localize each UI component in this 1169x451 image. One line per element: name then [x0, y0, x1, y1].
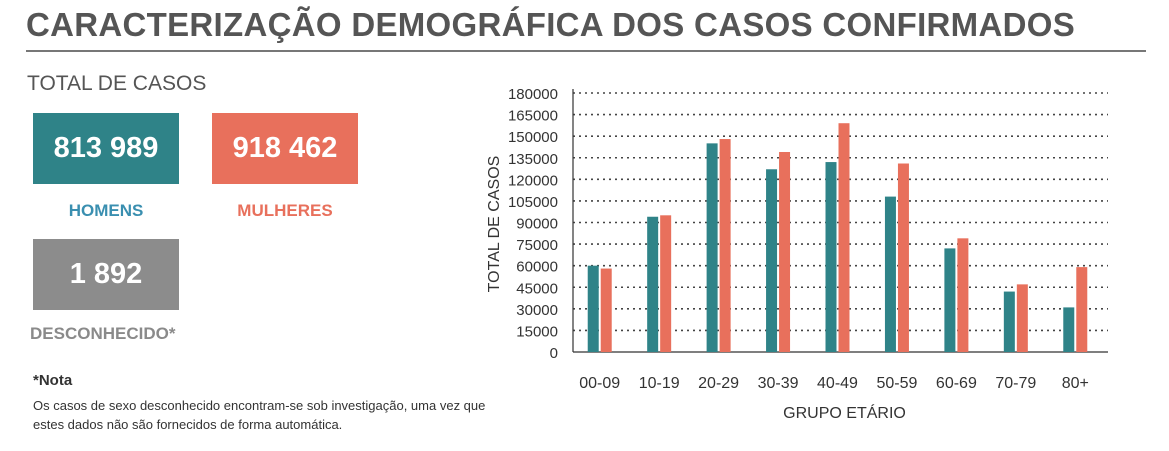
y-tick-label: 105000	[508, 194, 558, 211]
bar	[706, 143, 718, 352]
men-total-box: 813 989	[33, 113, 179, 184]
y-tick-label: 135000	[508, 151, 558, 168]
page-title: CARACTERIZAÇÃO DEMOGRÁFICA DOS CASOS CON…	[26, 6, 1076, 43]
women-total-box: 918 462	[212, 113, 358, 184]
x-tick-label: 60-69	[936, 375, 977, 392]
x-tick-label: 40-49	[817, 375, 858, 392]
note-title: *Nota	[33, 372, 73, 389]
y-tick-label: 60000	[516, 259, 558, 276]
bar	[1076, 267, 1088, 352]
y-tick-label: 150000	[508, 129, 558, 146]
note-text: Os casos de sexo desconhecido encontram-…	[33, 398, 486, 432]
men-total-value: 813 989	[53, 132, 159, 164]
bar	[587, 265, 599, 352]
bar	[1063, 307, 1075, 352]
y-tick-label: 15000	[516, 323, 558, 340]
y-tick-label: 75000	[516, 237, 558, 254]
bar	[600, 268, 612, 352]
y-tick-label: 165000	[508, 108, 558, 125]
women-total-value: 918 462	[232, 132, 338, 164]
bar	[719, 139, 731, 352]
unknown-total-value: 1 892	[69, 258, 143, 290]
y-tick-label: 90000	[516, 216, 558, 233]
y-axis-title: TOTAL DE CASOS	[486, 156, 503, 293]
bar	[766, 169, 778, 352]
y-tick-label: 45000	[516, 280, 558, 297]
women-label: MULHERES	[237, 201, 333, 220]
y-tick-label: 180000	[508, 86, 558, 103]
bar	[957, 238, 969, 352]
bar	[647, 216, 659, 352]
bar	[1016, 284, 1028, 352]
bar	[660, 215, 672, 352]
x-tick-label: 00-09	[579, 375, 620, 392]
title-divider	[26, 50, 1146, 52]
bar	[838, 123, 850, 352]
bar	[1003, 291, 1015, 352]
x-tick-label: 30-39	[758, 375, 799, 392]
x-axis-title: GRUPO ETÁRIO	[783, 403, 906, 422]
x-tick-label: 70-79	[995, 375, 1036, 392]
x-tick-label: 80+	[1062, 375, 1089, 392]
y-tick-label: 0	[550, 345, 558, 362]
men-label: HOMENS	[68, 201, 144, 220]
unknown-label: DESCONHECIDO*	[30, 324, 176, 343]
x-tick-label: 20-29	[698, 375, 739, 392]
unknown-total-box: 1 892	[33, 239, 179, 310]
x-tick-label: 50-59	[876, 375, 917, 392]
x-tick-label: 10-19	[639, 375, 680, 392]
y-tick-label: 30000	[516, 302, 558, 319]
bar	[825, 162, 837, 352]
total-cases-label: TOTAL DE CASOS	[27, 72, 207, 95]
bar	[944, 248, 956, 352]
y-tick-label: 120000	[508, 172, 558, 189]
bar	[884, 196, 896, 352]
bar	[779, 151, 791, 352]
bar	[897, 163, 909, 352]
